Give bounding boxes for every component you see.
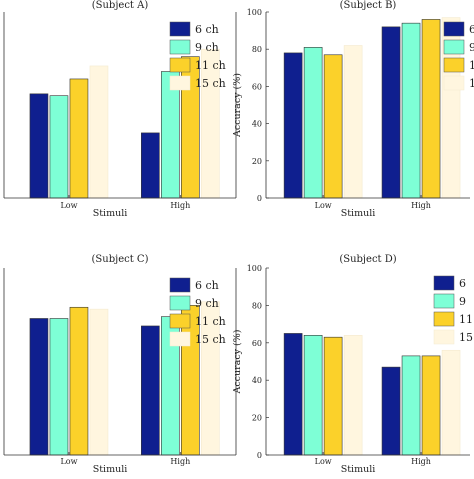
legend-label-2: 9 [469, 41, 474, 54]
legend-swatch-2 [443, 39, 465, 55]
legend-label-3: 1 [469, 59, 474, 72]
y-axis-label: Accuracy (%) [232, 330, 243, 395]
legend-swatch-4 [169, 75, 191, 91]
legend-swatch-4 [433, 329, 455, 345]
bar-low-series-2 [49, 95, 69, 199]
bar-low-series-4 [89, 65, 109, 199]
panel-title: (Subject A) [92, 0, 149, 11]
bar-high-series-2 [161, 71, 180, 199]
legend-label-3: 11 ch [195, 315, 226, 328]
legend-swatch-3 [169, 313, 191, 329]
bar-low-series-2 [303, 335, 323, 456]
legend-label-3: 11 ch [195, 59, 226, 72]
x-axis-label: Stimuli [341, 208, 376, 219]
y-tick-label: 40 [252, 376, 262, 385]
x-tick-label: High [411, 457, 431, 466]
panel-title: (Subject B) [340, 0, 397, 11]
legend-swatch-1 [433, 275, 455, 291]
legend-label-1: 6 [469, 23, 474, 36]
x-tick-label: Low [315, 457, 332, 466]
bar-high-series-1 [381, 26, 401, 199]
legend-swatch-3 [443, 57, 465, 73]
bar-high-series-3 [421, 19, 441, 199]
legend-label-3: 11 [459, 313, 473, 326]
y-tick-label: 60 [252, 82, 262, 91]
bar-low-series-1 [283, 52, 303, 199]
y-tick-label: 80 [252, 45, 262, 54]
bar-low-series-3 [323, 54, 343, 199]
bar-low-series-1 [29, 318, 49, 456]
legend-label-1: 6 [459, 277, 466, 290]
panel-title: (Subject C) [92, 254, 149, 265]
legend-swatch-4 [443, 75, 465, 91]
x-axis-label: Stimuli [341, 464, 376, 474]
bar-high-series-2 [401, 355, 421, 456]
bar-low-series-4 [343, 45, 363, 199]
bar-low-series-2 [303, 47, 323, 199]
bar-low-series-4 [89, 308, 109, 456]
bar-low-series-3 [69, 78, 89, 199]
bar-low-series-2 [49, 318, 69, 456]
legend-label-1: 6 ch [195, 23, 219, 36]
y-tick-label: 60 [252, 339, 262, 348]
legend-swatch-1 [169, 21, 191, 37]
y-tick-label: 0 [257, 194, 262, 203]
legend-label-4: 1 [469, 77, 474, 90]
x-tick-label: High [411, 201, 431, 210]
legend-swatch-3 [169, 57, 191, 73]
x-tick-label: High [170, 457, 190, 466]
legend-label-2: 9 ch [195, 41, 219, 54]
bar-high-series-4 [441, 349, 461, 456]
y-tick-label: 80 [252, 301, 262, 310]
y-tick-label: 100 [247, 8, 262, 17]
legend-swatch-2 [433, 293, 455, 309]
x-axis-label: Stimuli [93, 464, 128, 474]
panel-2: (Subject B) Low High 0 20 40 60 80 100 Accuracy (… [232, 0, 474, 219]
y-tick-label: 0 [257, 451, 262, 460]
bar-high-series-3 [421, 355, 441, 456]
bar-high-series-1 [141, 325, 160, 456]
legend-swatch-2 [169, 39, 191, 55]
x-tick-label: Low [60, 457, 77, 466]
y-tick-label: 20 [252, 414, 262, 423]
legend-swatch-4 [169, 331, 191, 347]
legend-label-1: 6 ch [195, 279, 219, 292]
x-tick-label: Low [60, 201, 77, 210]
legend-label-2: 9 [459, 295, 466, 308]
bar-low-series-3 [323, 336, 343, 456]
y-tick-label: 20 [252, 157, 262, 166]
y-tick-label: 100 [247, 264, 262, 273]
legend-label-2: 9 ch [195, 297, 219, 310]
bar-high-series-2 [401, 22, 421, 199]
bar-low-series-3 [69, 306, 89, 456]
legend-swatch-1 [169, 277, 191, 293]
panel-1: (Subject A) Low High Stimuli 6 ch 9 ch 11 ch 15… [3, 0, 237, 219]
x-axis-label: Stimuli [93, 208, 128, 219]
panel-3: (Subject C) Low High Stimuli 6 ch 9 ch 11 ch 15… [3, 254, 237, 475]
legend-label-4: 15 ch [195, 77, 226, 90]
panel-title: (Subject D) [339, 254, 396, 265]
x-tick-label: High [170, 201, 190, 210]
bar-low-series-1 [283, 333, 303, 456]
y-axis-label: Accuracy (%) [232, 73, 243, 138]
legend-label-4: 15 [459, 331, 473, 344]
bar-low-series-1 [29, 93, 49, 199]
y-tick-label: 40 [252, 120, 262, 129]
legend-swatch-2 [169, 295, 191, 311]
bar-high-series-1 [141, 132, 160, 199]
bar-low-series-4 [343, 335, 363, 456]
legend-label-4: 15 ch [195, 333, 226, 346]
legend-swatch-3 [433, 311, 455, 327]
legend-swatch-1 [443, 21, 465, 37]
bar-high-series-1 [381, 366, 401, 456]
panel-4: (Subject D) Low High 0 20 40 60 80 100 Accuracy (… [232, 254, 473, 475]
x-tick-label: Low [315, 201, 332, 210]
